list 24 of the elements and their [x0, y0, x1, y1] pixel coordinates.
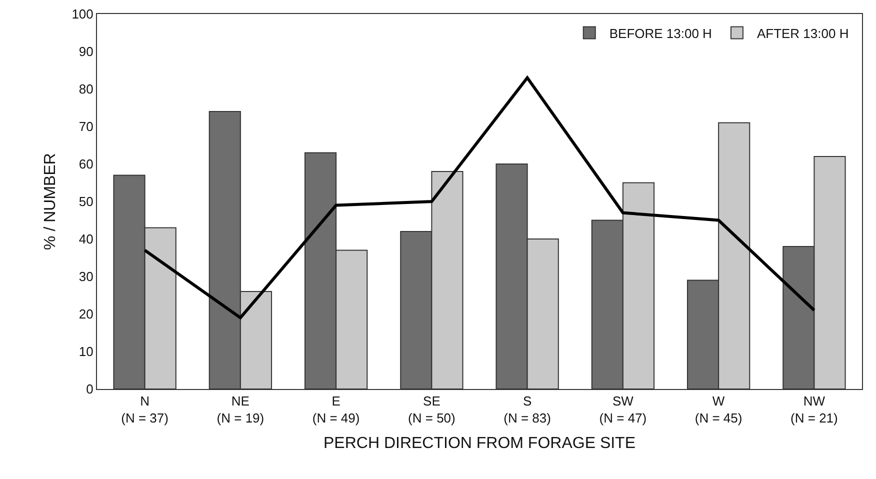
y-tick-label: 60 [78, 156, 94, 172]
y-tick-label: 80 [78, 82, 94, 97]
line-series [143, 76, 816, 320]
y-tick-label: 70 [78, 119, 94, 134]
x-tick-label: NW (N = 21) [790, 394, 838, 426]
y-tick-label: 20 [78, 306, 94, 322]
y-tick-label: 0 [86, 382, 94, 397]
y-tick-label: 90 [78, 44, 94, 60]
x-tick-label: N (N = 37) [121, 394, 168, 426]
legend-label: BEFORE 13:00 H [609, 26, 712, 41]
x-tick-label: S (N = 83) [504, 394, 551, 426]
y-tick-label: 50 [78, 194, 94, 210]
y-tick-label: 30 [78, 269, 94, 284]
legend-label: AFTER 13:00 H [756, 26, 849, 41]
x-tick-label: SW (N = 47) [599, 394, 647, 426]
y-axis-title: % / NUMBER [42, 153, 59, 250]
y-tick-label: 100 [72, 6, 94, 22]
x-tick-label: NE (N = 19) [216, 394, 264, 426]
x-axis-title: PERCH DIRECTION FROM FORAGE SITE [323, 435, 636, 452]
y-tick-label: 10 [78, 344, 94, 360]
x-tick-label: W (N = 45) [694, 394, 742, 426]
x-tick-label: E (N = 49) [312, 394, 360, 426]
y-tick-label: 40 [78, 232, 94, 247]
x-tick-label: SE (N = 50) [408, 394, 456, 426]
